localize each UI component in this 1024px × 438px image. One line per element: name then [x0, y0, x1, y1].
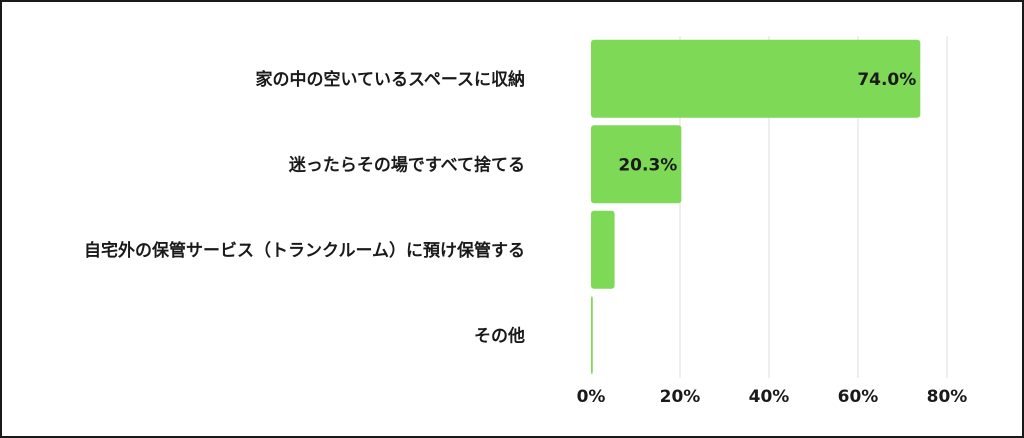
bar-4	[591, 296, 593, 375]
data-label-2: 20.3%	[618, 155, 677, 175]
x-tick-label-40: 40%	[749, 387, 790, 407]
category-labels: 家の中の空いているスペースに収納迷ったらその場ですべて捨てる自宅外の保管サービス…	[84, 69, 525, 347]
category-label-2: 迷ったらその場ですべて捨てる	[288, 154, 525, 175]
category-label-4: その他	[474, 325, 525, 346]
x-tick-label-60: 60%	[838, 387, 879, 407]
x-tick-label-0: 0%	[577, 387, 606, 407]
bar-1	[591, 39, 921, 118]
x-tick-labels: 0% 20% 40% 60% 80%	[577, 387, 968, 407]
x-tick-label-80: 80%	[927, 387, 968, 407]
x-tick-label-20: 20%	[660, 387, 701, 407]
bar-2	[591, 125, 682, 204]
category-label-3: 自宅外の保管サービス（トランクルーム）に預け保管する	[84, 240, 525, 261]
data-labels: 74.0% 20.3%	[618, 70, 916, 176]
category-label-1: 家の中の空いているスペースに収納	[256, 69, 525, 90]
data-label-1: 74.0%	[857, 70, 916, 90]
bars	[591, 39, 921, 375]
bar-3	[591, 210, 615, 289]
